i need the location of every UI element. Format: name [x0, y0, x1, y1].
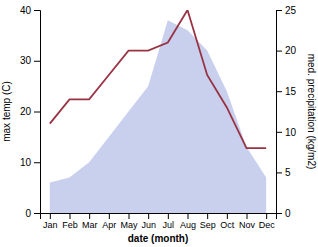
tick: Dec [259, 213, 276, 230]
tick-label: Aug [180, 220, 196, 230]
y2-axis-title: med. precipitation (kg/m2) [306, 54, 317, 170]
tick-mark [276, 51, 282, 52]
tick-label: 25 [285, 5, 297, 16]
tick-label: Sep [200, 220, 216, 230]
tick-label: May [120, 220, 138, 230]
tick: 20 [276, 45, 297, 56]
tick: Apr [102, 213, 116, 230]
tick-mark [34, 162, 40, 163]
tick-label: 15 [285, 86, 297, 97]
tick: 10 [276, 127, 297, 138]
tick: Sep [200, 213, 216, 230]
tick-mark [168, 213, 169, 219]
tick-label: Jun [141, 220, 156, 230]
tick-label: Jul [163, 220, 175, 230]
tick-mark [70, 213, 71, 219]
tick: 30 [20, 55, 40, 66]
marks [50, 10, 266, 213]
tick-label: 5 [285, 167, 291, 178]
tick: 25 [276, 5, 297, 16]
tick-label: Oct [220, 220, 235, 230]
tick-label: 0 [25, 208, 31, 219]
tick-label: 10 [285, 127, 297, 138]
tick-mark [34, 10, 40, 11]
tick: Oct [220, 213, 235, 230]
tick-label: 40 [20, 5, 32, 16]
line [50, 10, 266, 148]
tick: Jun [141, 213, 156, 230]
tick-label: 10 [20, 157, 32, 168]
tick: 20 [20, 106, 40, 117]
y-axis: 0 10 20 30 40 [20, 5, 41, 219]
tick-label: Feb [62, 220, 78, 230]
area [50, 20, 266, 213]
y-axis-title: max temp (C) [1, 81, 12, 142]
tick-label: 20 [20, 106, 32, 117]
tick-mark [129, 213, 130, 219]
tick-mark [207, 213, 208, 219]
tick-mark [34, 213, 40, 214]
tick-mark [34, 61, 40, 62]
axis-line [277, 11, 283, 214]
tick-mark [276, 172, 282, 173]
tick: Jul [163, 213, 175, 230]
tick: Jan [43, 213, 58, 230]
tick-mark [276, 213, 282, 214]
axis-line [41, 214, 277, 220]
tick: 0 [276, 208, 291, 219]
tick-mark [227, 213, 228, 219]
tick-mark [276, 91, 282, 92]
tick: 40 [20, 5, 40, 16]
y2-axis: 0 5 10 15 20 25 [276, 5, 297, 219]
tick-label: 0 [285, 208, 291, 219]
tick: Mar [82, 213, 98, 230]
tick: 0 [25, 208, 40, 219]
tick-label: Mar [82, 220, 98, 230]
tick: Feb [62, 213, 78, 230]
tick: 10 [20, 157, 40, 168]
tick-mark [247, 213, 248, 219]
tick-label: 20 [285, 45, 297, 56]
tick: Aug [180, 213, 196, 230]
tick-mark [148, 213, 149, 219]
tick-mark [89, 213, 90, 219]
tick-mark [109, 213, 110, 219]
plot: Jan Feb Mar Apr MayJun Jul Aug Sep Oct NovDec 0 10 2… [20, 5, 297, 231]
x-axis: Jan Feb Mar Apr MayJun Jul Aug Sep Oct NovDec [41, 213, 277, 230]
tick-mark [50, 213, 51, 219]
tick-label: Jan [43, 220, 58, 230]
tick: Nov [239, 213, 256, 230]
tick-label: 30 [20, 55, 32, 66]
x-axis-title: date (month) [128, 233, 189, 244]
tick: May [120, 213, 138, 230]
tick-label: Dec [259, 220, 276, 230]
tick: 15 [276, 86, 297, 97]
tick-mark [266, 213, 267, 219]
tick-mark [276, 10, 282, 11]
tick-mark [34, 112, 40, 113]
tick-mark [276, 132, 282, 133]
tick-label: Apr [102, 220, 116, 230]
tick-mark [188, 213, 189, 219]
chart: Jan Feb Mar Apr MayJun Jul Aug Sep Oct NovDec 0 10 2… [0, 0, 318, 247]
tick-label: Nov [239, 220, 256, 230]
tick: 5 [276, 167, 291, 178]
axis-line [34, 11, 41, 214]
